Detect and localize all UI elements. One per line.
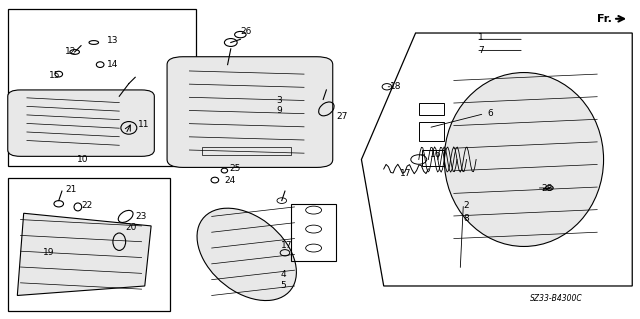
Text: 12: 12 [65,48,77,56]
Text: 7: 7 [478,46,484,55]
Text: 6: 6 [487,109,493,118]
Text: 21: 21 [65,185,77,194]
Text: 17: 17 [399,169,411,178]
Bar [422,150,444,166]
Text: 28: 28 [541,184,553,193]
Text: 25: 25 [230,165,241,174]
Text: 11: 11 [138,120,150,129]
Polygon shape [17,213,151,295]
Text: 13: 13 [106,36,118,45]
Text: 4: 4 [280,271,286,279]
Text: 15: 15 [49,71,61,80]
Text: 23: 23 [135,212,147,221]
Ellipse shape [197,208,296,300]
Text: 22: 22 [81,201,92,210]
FancyBboxPatch shape [167,57,333,167]
Text: 5: 5 [280,281,286,291]
Text: 3: 3 [276,97,282,106]
Text: 16: 16 [429,150,441,159]
FancyBboxPatch shape [8,90,154,156]
Text: 26: 26 [241,27,252,36]
Text: 9: 9 [276,106,282,115]
Bar [8,9,196,166]
Text: 24: 24 [225,175,236,185]
Text: 27: 27 [336,112,348,121]
Bar [8,178,170,311]
Text: 17: 17 [280,241,292,250]
Text: 2: 2 [463,201,469,210]
Bar [419,122,444,141]
Text: 14: 14 [106,60,118,69]
Text: 1: 1 [478,33,484,42]
Text: SZ33-B4300C: SZ33-B4300C [531,294,583,303]
Ellipse shape [444,72,604,247]
Text: 19: 19 [43,248,54,257]
Text: 18: 18 [390,82,401,91]
Text: 8: 8 [463,213,469,222]
Text: Fr.: Fr. [597,14,612,24]
Text: 10: 10 [77,155,88,164]
Bar [202,147,291,155]
Bar [291,204,336,261]
Text: 20: 20 [125,223,137,232]
Bar [419,103,444,115]
